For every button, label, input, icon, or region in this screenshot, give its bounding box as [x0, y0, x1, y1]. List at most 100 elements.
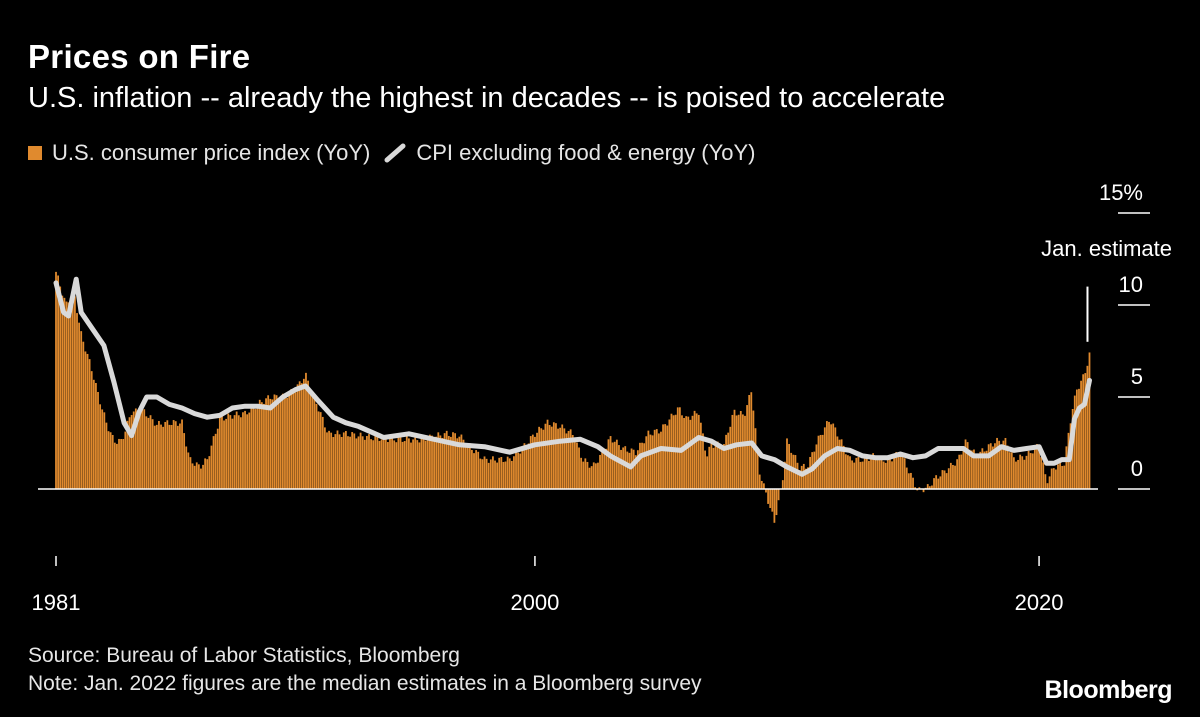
cpi-bar — [63, 297, 66, 489]
cpi-bar — [88, 359, 91, 489]
cpi-bar — [189, 457, 192, 489]
cpi-bar — [618, 445, 620, 489]
cpi-bar — [57, 275, 59, 489]
cpi-bar — [973, 449, 975, 489]
cpi-bar — [187, 452, 190, 489]
cpi-bar — [370, 439, 372, 489]
cpi-bar — [275, 395, 278, 489]
cpi-bar — [174, 421, 177, 489]
cpi-bar — [525, 445, 528, 489]
cpi-bar — [731, 414, 734, 489]
cpi-bar — [1000, 444, 1003, 489]
cpi-bar — [147, 417, 150, 489]
cpi-bar — [622, 447, 625, 489]
cpi-bar — [294, 392, 297, 489]
cpi-bar — [128, 417, 131, 489]
cpi-bar — [328, 430, 330, 489]
cpi-bar — [645, 436, 648, 489]
cpi-bar — [952, 464, 954, 489]
cpi-bar — [195, 462, 198, 489]
cpi-bar — [460, 434, 463, 489]
cpi-bar — [500, 457, 503, 489]
cpi-bar — [842, 445, 845, 489]
bloomberg-logo: Bloomberg — [1044, 676, 1173, 704]
cpi-bar — [733, 409, 736, 489]
x-tick-label: 1981 — [32, 590, 81, 615]
cpi-bar — [657, 433, 660, 489]
cpi-bar — [519, 453, 522, 489]
cpi-bar — [1012, 457, 1015, 489]
cpi-bar — [555, 423, 557, 489]
annotation-label: Jan. estimate — [1041, 236, 1172, 261]
cpi-bar — [1078, 388, 1080, 489]
y-axis: 0 5 10 15% — [1099, 180, 1150, 490]
cpi-bar — [907, 473, 910, 489]
cpi-bar — [225, 418, 228, 489]
cpi-bar — [536, 432, 538, 489]
cpi-bar — [193, 465, 196, 489]
cpi-bar — [284, 395, 286, 489]
cpi-bar — [218, 417, 221, 489]
cpi-bar — [269, 398, 272, 489]
cpi-bar — [447, 435, 450, 489]
cpi-bar — [933, 478, 935, 489]
cpi-bar — [956, 459, 959, 489]
chart-title: Prices on Fire — [28, 38, 251, 75]
cpi-bar — [563, 428, 566, 489]
cpi-bar — [288, 392, 291, 489]
cpi-bar — [229, 415, 232, 489]
cpi-bar — [905, 467, 908, 489]
cpi-bar — [830, 424, 833, 489]
cpi-bar — [626, 451, 629, 489]
cpi-bar — [588, 467, 591, 489]
cpi-bar — [393, 440, 396, 489]
cpi-bar — [412, 439, 414, 489]
cpi-bar — [353, 433, 356, 489]
cpi-bar — [746, 405, 748, 489]
cpi-bar — [544, 423, 547, 489]
x-tick-label: 2020 — [1015, 590, 1064, 615]
cpi-bar — [922, 489, 925, 493]
cpi-bar — [582, 461, 585, 489]
cpi-bar — [1004, 437, 1007, 489]
cpi-bar — [361, 436, 364, 489]
cpi-bar — [807, 467, 809, 489]
cpi-bar — [395, 442, 398, 489]
cpi-bar — [286, 397, 288, 489]
cpi-bar — [685, 416, 688, 489]
cpi-bar — [378, 440, 381, 489]
cpi-bar — [796, 462, 799, 489]
cpi-bar — [164, 421, 167, 489]
cpi-bar — [590, 466, 593, 489]
cpi-bar — [155, 424, 158, 489]
cpi-bar — [456, 438, 459, 489]
source-note: Source: Bureau of Labor Statistics, Bloo… — [28, 644, 460, 667]
cpi-bar — [143, 409, 146, 489]
cpi-bar — [502, 461, 505, 489]
cpi-bar — [1075, 389, 1078, 489]
cpi-bar — [716, 441, 719, 489]
cpi-bar — [349, 436, 351, 489]
cpi-bar — [517, 452, 520, 489]
cpi-bar — [200, 468, 202, 489]
cpi-bar — [233, 415, 236, 489]
cpi-bar — [664, 424, 667, 489]
cpi-bar — [363, 439, 366, 489]
cpi-bar — [542, 429, 545, 489]
cpi-bar — [851, 460, 854, 489]
cpi-bar — [771, 489, 774, 512]
cpi-bar — [1015, 461, 1017, 489]
cpi-bar — [580, 457, 583, 489]
legend-item-core: CPI excluding food & energy (YoY) — [384, 140, 756, 166]
cpi-bar — [611, 442, 614, 489]
cpi-bar — [292, 392, 295, 489]
cpi-bar — [895, 451, 898, 489]
cpi-bar — [695, 413, 698, 489]
cpi-bar — [868, 460, 870, 489]
cpi-bar — [494, 460, 496, 489]
cpi-bar — [483, 456, 486, 489]
cpi-bar — [744, 415, 746, 489]
cpi-bar — [86, 353, 89, 489]
cpi-bar — [708, 446, 711, 489]
cpi-bar — [84, 351, 87, 489]
